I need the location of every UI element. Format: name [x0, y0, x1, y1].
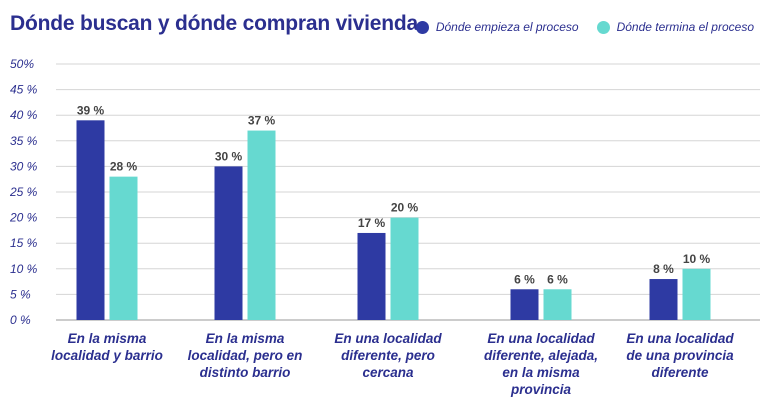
y-tick-label: 30 %	[10, 159, 38, 173]
y-tick-label: 10 %	[10, 262, 38, 276]
category-label: diferente	[651, 365, 709, 380]
y-tick-label: 0 %	[10, 313, 31, 327]
category-label: En una localidad	[626, 331, 734, 346]
category-label: En la misma	[68, 331, 147, 346]
data-label: 39 %	[77, 103, 105, 117]
bar	[390, 217, 419, 320]
bar	[214, 166, 243, 320]
data-label: 20 %	[391, 201, 419, 215]
y-tick-label: 50%	[10, 57, 34, 71]
legend-swatch-start	[415, 20, 429, 34]
data-label: 37 %	[248, 114, 276, 128]
bar	[76, 120, 105, 320]
y-tick-label: 20 %	[9, 211, 38, 225]
y-tick-label: 40 %	[10, 108, 38, 122]
category-label: diferente, pero	[341, 348, 435, 363]
bar	[682, 268, 711, 320]
data-label: 30 %	[215, 149, 243, 163]
y-tick-label: 25 %	[9, 185, 38, 199]
category-label: En la misma	[206, 331, 285, 346]
bar	[109, 176, 138, 320]
data-label: 6 %	[547, 272, 568, 286]
chart-title: Dónde buscan y dónde compran vivienda	[10, 12, 419, 35]
bar	[510, 289, 539, 320]
legend-label-start: Dónde empieza el proceso	[435, 20, 579, 34]
category-label: diferente, alejada,	[484, 348, 598, 363]
category-label: de una provincia	[626, 348, 734, 363]
data-label: 17 %	[358, 216, 386, 230]
category-label: en la misma	[502, 365, 580, 380]
category-label: cercana	[362, 365, 414, 380]
bar	[543, 289, 572, 320]
y-tick-label: 45 %	[10, 83, 38, 97]
data-label: 8 %	[653, 262, 674, 276]
bar	[357, 232, 386, 320]
y-tick-label: 15 %	[10, 236, 38, 250]
data-label: 28 %	[110, 160, 138, 174]
category-label: provincia	[510, 382, 572, 397]
y-tick-label: 35 %	[10, 134, 38, 148]
category-label: localidad, pero en	[188, 348, 303, 363]
category-label: distinto barrio	[200, 365, 291, 380]
legend-label-end: Dónde termina el proceso	[616, 20, 754, 34]
legend: Dónde empieza el proceso Dónde termina e…	[415, 20, 754, 34]
y-tick-label: 5 %	[10, 287, 31, 301]
data-label: 10 %	[683, 252, 711, 266]
category-label: En una localidad	[334, 331, 442, 346]
legend-item-start: Dónde empieza el proceso	[415, 20, 579, 34]
bar	[247, 130, 276, 320]
bar	[649, 279, 678, 320]
category-label: En una localidad	[487, 331, 595, 346]
legend-item-end: Dónde termina el proceso	[596, 20, 754, 34]
category-label: localidad y barrio	[51, 348, 163, 363]
data-label: 6 %	[514, 272, 535, 286]
legend-swatch-end	[596, 20, 610, 34]
